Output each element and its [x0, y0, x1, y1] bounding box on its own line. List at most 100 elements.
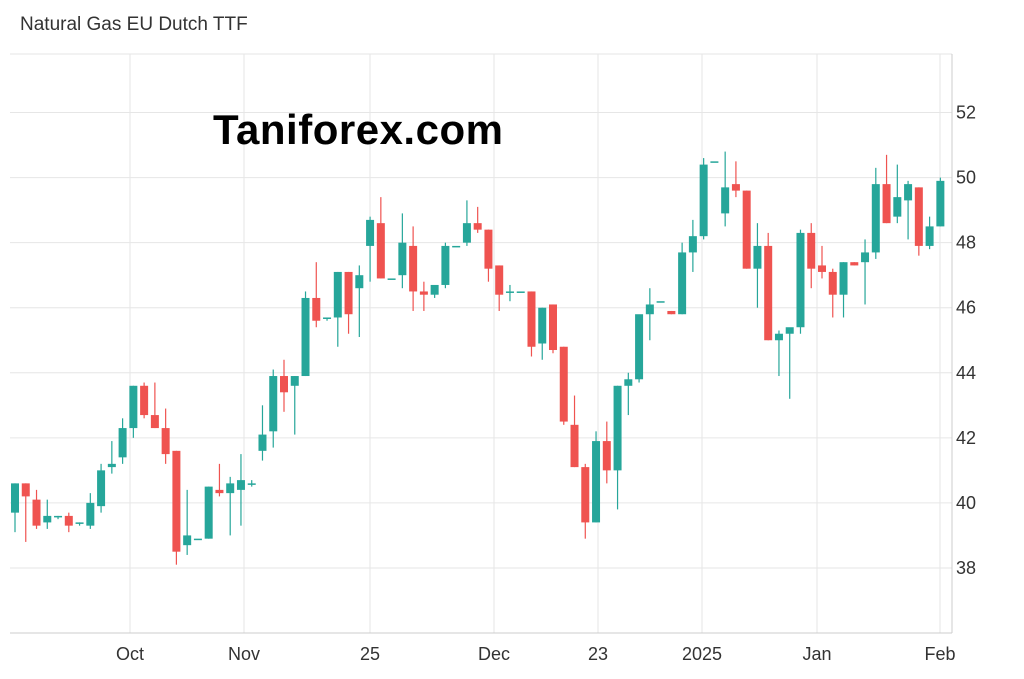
candle-body [731, 184, 740, 191]
candle-body [527, 291, 536, 347]
candle-body [183, 535, 192, 546]
candle [871, 167, 880, 259]
candle-body [409, 245, 418, 292]
candle-body [43, 515, 52, 523]
axes: 38 40 42 44 46 48 50 52 Oct Nov 25 Dec 23 2025 Jan Feb [10, 54, 976, 664]
candle-body [21, 483, 30, 497]
candle-body [893, 197, 902, 217]
candle [193, 538, 202, 541]
candle-body [635, 314, 644, 380]
candle [850, 262, 859, 266]
candle-body [624, 379, 633, 386]
candle-body [75, 522, 84, 524]
candle-body [269, 376, 278, 432]
candle-body [32, 499, 41, 526]
candle [21, 483, 30, 542]
candle [624, 372, 633, 416]
candle-body [236, 480, 245, 490]
candle-body [107, 463, 116, 468]
candle [32, 489, 41, 529]
candle [484, 229, 493, 282]
candle-body [764, 245, 773, 341]
candle-body [936, 180, 945, 227]
candle-body [850, 262, 859, 266]
candle-body [774, 333, 783, 341]
candle-body [11, 483, 19, 513]
candle-body [753, 245, 762, 269]
candle [861, 239, 870, 305]
candle [430, 284, 439, 298]
candle-body [667, 310, 676, 315]
candle-body [258, 434, 267, 451]
candle-body [710, 161, 719, 163]
candle-body [150, 415, 159, 429]
candle-body [215, 489, 224, 494]
candle-body [721, 187, 730, 214]
candle-body [193, 538, 202, 541]
candle [323, 317, 332, 321]
y-tick-label: 48 [956, 233, 976, 253]
candle-body [796, 232, 805, 328]
candle [549, 304, 557, 354]
x-tick-label: Dec [478, 644, 510, 664]
candle [936, 177, 945, 227]
candle [581, 463, 590, 539]
y-tick-label: 38 [956, 558, 976, 578]
candle-body [613, 385, 622, 471]
candle-body [312, 297, 321, 321]
candle [441, 242, 450, 289]
x-tick-label: 2025 [682, 644, 722, 664]
watermark-text: Taniforex.com [213, 106, 504, 153]
candle [818, 245, 826, 279]
candle-body [473, 223, 482, 230]
candle-body [204, 486, 213, 539]
candle [710, 161, 719, 163]
candle [452, 245, 461, 248]
candles [11, 151, 945, 565]
candle [86, 493, 95, 529]
candle-body [581, 467, 590, 523]
candle [538, 307, 547, 360]
candle-body [559, 346, 568, 422]
candle-body [871, 184, 880, 253]
candle-body [97, 470, 106, 507]
candle [678, 242, 687, 315]
candle-body [484, 229, 493, 269]
candle [236, 454, 245, 526]
candle-body [839, 262, 848, 295]
x-tick-label: 25 [360, 644, 380, 664]
candle [409, 226, 418, 311]
candle [742, 190, 751, 269]
candle-body [344, 271, 353, 315]
candle-body [505, 291, 514, 293]
candle-body [807, 232, 816, 269]
y-tick-label: 42 [956, 428, 976, 448]
chart-title: Natural Gas EU Dutch TTF [20, 14, 248, 35]
candle-body [925, 226, 934, 246]
candle [43, 499, 52, 529]
candle [172, 450, 181, 565]
candle [398, 213, 407, 289]
candle-body [861, 252, 870, 263]
candle-body [742, 190, 751, 269]
candle-body [699, 164, 708, 237]
x-tick-label: Jan [802, 644, 831, 664]
grid [10, 53, 952, 633]
candle [882, 154, 891, 224]
candle [796, 229, 805, 334]
candle [721, 151, 730, 227]
candle [54, 515, 63, 520]
candle-body [376, 223, 385, 279]
candle [247, 480, 256, 487]
y-tick-label: 50 [956, 168, 976, 188]
candle [258, 405, 267, 461]
x-tick-label: Oct [116, 644, 144, 664]
x-tick-label: 23 [588, 644, 608, 664]
candle-body [570, 424, 579, 468]
candle [269, 369, 278, 448]
x-tick-label: Nov [228, 644, 260, 664]
candle-body [592, 441, 601, 523]
candle [925, 216, 934, 250]
candle [656, 301, 665, 303]
candle [473, 206, 482, 233]
